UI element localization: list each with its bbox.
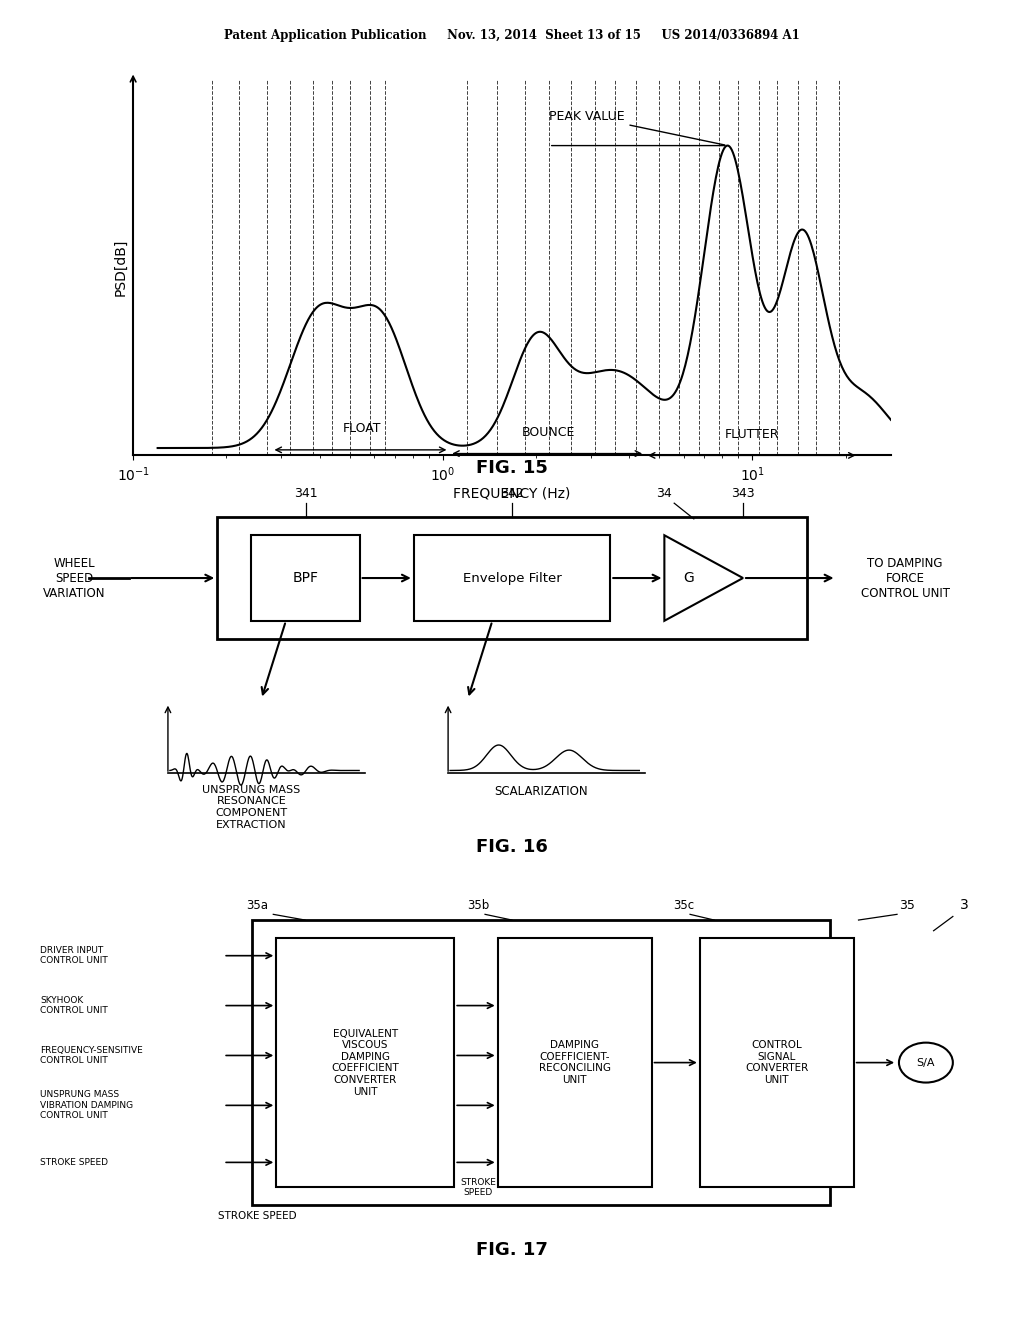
FancyBboxPatch shape <box>699 937 854 1188</box>
Text: FIG. 15: FIG. 15 <box>476 459 548 478</box>
Text: 35b: 35b <box>467 899 489 912</box>
FancyBboxPatch shape <box>252 536 359 620</box>
FancyBboxPatch shape <box>217 517 807 639</box>
Y-axis label: PSD[dB]: PSD[dB] <box>114 239 128 296</box>
Text: 35: 35 <box>899 899 914 912</box>
Text: SKYHOOK
CONTROL UNIT: SKYHOOK CONTROL UNIT <box>40 995 109 1015</box>
FancyBboxPatch shape <box>276 937 455 1188</box>
FancyBboxPatch shape <box>414 536 610 620</box>
FancyBboxPatch shape <box>498 937 651 1188</box>
X-axis label: FREQUENCY (Hz): FREQUENCY (Hz) <box>454 487 570 500</box>
Text: DRIVER INPUT
CONTROL UNIT: DRIVER INPUT CONTROL UNIT <box>40 946 109 965</box>
Text: Envelope Filter: Envelope Filter <box>463 572 561 585</box>
Text: Patent Application Publication     Nov. 13, 2014  Sheet 13 of 15     US 2014/033: Patent Application Publication Nov. 13, … <box>224 29 800 42</box>
Text: FLUTTER: FLUTTER <box>725 428 779 441</box>
FancyBboxPatch shape <box>252 920 829 1205</box>
Text: WHEEL
SPEED
VARIATION: WHEEL SPEED VARIATION <box>43 557 105 599</box>
Text: DAMPING
COEFFICIENT-
RECONCILING
UNIT: DAMPING COEFFICIENT- RECONCILING UNIT <box>539 1040 610 1085</box>
Text: STROKE
SPEED: STROKE SPEED <box>461 1177 497 1197</box>
Text: PEAK VALUE: PEAK VALUE <box>549 110 725 145</box>
Text: BOUNCE: BOUNCE <box>522 426 575 438</box>
Text: FREQUENCY-SENSITIVE
CONTROL UNIT: FREQUENCY-SENSITIVE CONTROL UNIT <box>40 1045 143 1065</box>
Text: 35c: 35c <box>673 899 694 912</box>
Text: CONTROL
SIGNAL
CONVERTER
UNIT: CONTROL SIGNAL CONVERTER UNIT <box>745 1040 808 1085</box>
Text: 343: 343 <box>731 487 755 500</box>
Text: 3: 3 <box>961 899 969 912</box>
Text: UNSPRUNG MASS
VIBRATION DAMPING
CONTROL UNIT: UNSPRUNG MASS VIBRATION DAMPING CONTROL … <box>40 1090 133 1121</box>
Text: 342: 342 <box>500 487 524 500</box>
Text: TO DAMPING
FORCE
CONTROL UNIT: TO DAMPING FORCE CONTROL UNIT <box>861 557 949 599</box>
Text: FIG. 17: FIG. 17 <box>476 1241 548 1259</box>
Text: STROKE SPEED: STROKE SPEED <box>218 1212 296 1221</box>
Text: STROKE SPEED: STROKE SPEED <box>40 1158 109 1167</box>
Text: SCALARIZATION: SCALARIZATION <box>495 784 589 797</box>
Text: BPF: BPF <box>293 572 318 585</box>
Text: FIG. 16: FIG. 16 <box>476 838 548 857</box>
Text: UNSPRUNG MASS
RESONANCE
COMPONENT
EXTRACTION: UNSPRUNG MASS RESONANCE COMPONENT EXTRAC… <box>203 784 301 829</box>
Text: FLOAT: FLOAT <box>343 422 382 436</box>
Text: 35a: 35a <box>246 899 268 912</box>
Text: S/A: S/A <box>916 1057 935 1068</box>
Text: EQUIVALENT
VISCOUS
DAMPING
COEFFICIENT
CONVERTER
UNIT: EQUIVALENT VISCOUS DAMPING COEFFICIENT C… <box>332 1028 399 1097</box>
Text: G: G <box>684 572 694 585</box>
Polygon shape <box>665 536 743 620</box>
Text: 341: 341 <box>294 487 317 500</box>
Text: 34: 34 <box>656 487 672 500</box>
